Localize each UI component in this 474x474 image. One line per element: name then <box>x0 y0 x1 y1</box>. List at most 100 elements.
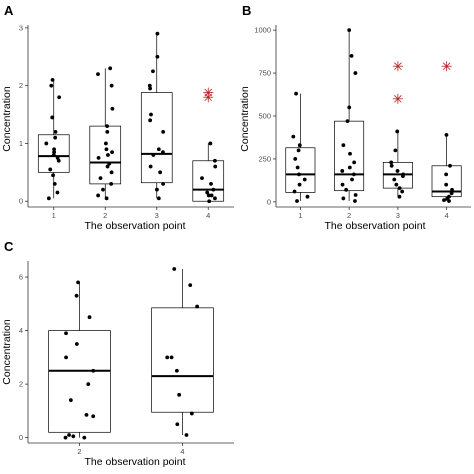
data-point <box>155 31 160 36</box>
data-point <box>46 196 51 201</box>
data-point <box>449 191 454 196</box>
data-point <box>110 106 115 111</box>
data-point <box>104 147 109 152</box>
data-point <box>205 190 210 195</box>
data-point <box>57 95 62 100</box>
x-axis-title: The observation point <box>325 220 426 232</box>
panel-b: B 0 250 500 750 1000 1 2 3 4 The observation point… <box>239 3 471 232</box>
data-point <box>297 182 302 187</box>
data-point <box>53 129 58 134</box>
y-tick-label: 2 <box>19 380 23 389</box>
data-point <box>96 193 101 198</box>
data-point <box>105 164 110 169</box>
data-point <box>450 187 454 192</box>
data-point <box>148 86 152 91</box>
data-point <box>98 176 103 181</box>
outlier-stroke <box>394 95 402 103</box>
data-point <box>109 170 114 175</box>
data-point <box>151 69 155 74</box>
data-point <box>51 153 56 157</box>
data-point <box>302 177 307 182</box>
data-point <box>351 172 356 177</box>
data-point <box>305 194 310 199</box>
data-point <box>151 153 156 157</box>
data-point <box>165 355 170 360</box>
data-point <box>109 83 114 88</box>
data-point <box>169 355 174 360</box>
data-point <box>448 163 452 168</box>
y-tick-label: 0 <box>19 197 23 206</box>
data-point <box>96 155 101 160</box>
data-point <box>188 283 193 287</box>
data-point <box>184 433 189 437</box>
data-point <box>340 169 345 173</box>
x-tick-label: 2 <box>77 447 81 456</box>
x-tick-label: 1 <box>52 211 56 220</box>
y-tick-label: 1 <box>19 139 23 148</box>
panel-letter-c: C <box>4 239 14 254</box>
data-point <box>177 392 182 397</box>
outlier-marker <box>441 61 452 72</box>
data-point <box>295 165 300 170</box>
box <box>48 330 111 433</box>
outlier-stroke <box>394 62 402 71</box>
x-axis-title: The observation point <box>85 456 186 468</box>
data-point <box>50 115 55 120</box>
data-point <box>86 382 91 387</box>
y-axis-title: Concentration <box>1 319 13 385</box>
data-point <box>74 293 79 298</box>
data-point <box>353 199 357 203</box>
outlier-marker <box>203 87 214 98</box>
data-point <box>394 182 399 187</box>
data-point <box>393 148 398 153</box>
data-point <box>213 196 217 201</box>
data-point <box>347 105 352 110</box>
y-axis-title: Concentration <box>1 86 13 152</box>
data-point <box>349 54 354 58</box>
data-point <box>106 153 110 157</box>
data-point <box>52 150 57 155</box>
data-point <box>96 72 100 77</box>
data-point <box>68 398 73 403</box>
box <box>140 92 173 184</box>
y-tick-label: 500 <box>258 112 271 121</box>
data-point <box>103 141 108 146</box>
data-point <box>64 355 68 360</box>
data-point <box>340 182 345 187</box>
y-axis-title: Concentration <box>239 86 251 152</box>
data-point <box>76 280 80 285</box>
box <box>285 147 316 193</box>
x-tick-label: 4 <box>180 447 184 456</box>
data-point <box>161 150 165 155</box>
box <box>89 125 122 185</box>
x-tick-label: 4 <box>445 211 449 220</box>
data-point <box>392 177 397 182</box>
data-point <box>107 161 112 166</box>
data-point <box>63 435 68 440</box>
data-point <box>156 147 161 152</box>
y-tick-label: 1000 <box>254 26 271 35</box>
data-point <box>291 134 296 139</box>
data-point <box>71 434 76 439</box>
data-point <box>87 315 92 320</box>
data-point <box>51 173 55 178</box>
data-point <box>442 198 446 203</box>
data-point <box>348 151 352 156</box>
data-point <box>195 304 200 309</box>
data-point <box>149 112 153 117</box>
data-point <box>389 160 394 165</box>
data-point <box>105 129 110 134</box>
data-point <box>56 158 61 163</box>
box <box>151 307 214 413</box>
data-point <box>175 422 180 427</box>
data-point <box>209 181 213 186</box>
data-point <box>293 157 298 161</box>
data-point <box>64 331 68 336</box>
data-point <box>174 368 179 373</box>
data-point <box>397 186 402 191</box>
data-point <box>200 176 204 181</box>
y-tick-label: 750 <box>258 69 271 78</box>
data-point <box>48 167 53 172</box>
data-point <box>55 190 60 195</box>
